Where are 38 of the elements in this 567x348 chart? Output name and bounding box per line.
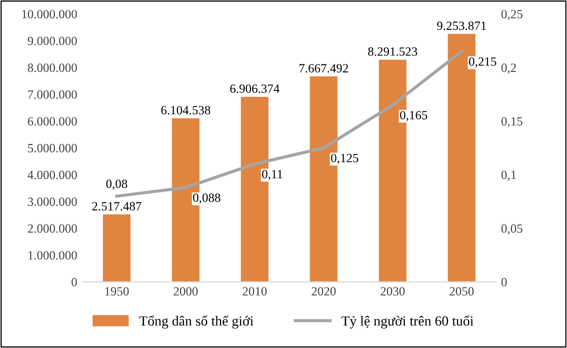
data-label: 0,08 [106, 180, 128, 190]
y-tick-label: 4.000.000 [28, 170, 77, 180]
y2-tick-label: 0,05 [501, 224, 522, 235]
legend-label: Tỷ lệ người trên 60 tuổi [341, 315, 474, 329]
y2-tick-label: 0 [501, 278, 507, 286]
data-label: 7.667.492 [299, 64, 348, 73]
data-label: 6.104.538 [161, 106, 210, 114]
y-tick-label: 9.000.000 [28, 36, 77, 46]
legend-label: Tổng dân số thế giới [139, 315, 254, 329]
y2-tick-label: 0,1 [501, 170, 516, 181]
y-tick-label: 0 [72, 278, 77, 286]
x-tick-label: 2000 [174, 287, 198, 296]
data-label: 0,165 [400, 110, 428, 122]
data-label: 0,215 [469, 57, 496, 68]
y-tick-label: 5.000.000 [28, 144, 77, 152]
y2-tick-label: 0,2 [501, 64, 516, 74]
data-label: 6.906.374 [230, 84, 280, 93]
data-label: 2.517.487 [92, 202, 142, 211]
y2-tick-label: 0,25 [501, 10, 522, 20]
y-tick-label: 3.000.000 [28, 198, 77, 206]
data-label: 8.291.523 [368, 47, 418, 56]
y-tick-label: 7.000.000 [28, 90, 77, 99]
x-tick-label: 2020 [312, 287, 336, 296]
bar [102, 214, 131, 282]
x-tick-label: 1950 [105, 287, 129, 296]
data-label: 0,11 [262, 170, 282, 180]
x-tick-label: 2030 [380, 287, 405, 296]
data-label: 0,088 [193, 193, 220, 204]
data-label: 0,125 [331, 154, 358, 164]
y-tick-label: 6.000.000 [28, 117, 77, 126]
y-tick-label: 1.000.000 [28, 251, 77, 260]
y-tick-label: 2.000.000 [28, 224, 77, 233]
y-tick-label: 10.000.000 [22, 10, 77, 18]
data-label: 9.253.871 [437, 22, 486, 30]
y-tick-label: 8.000.000 [28, 64, 77, 72]
y2-tick-label: 0,15 [501, 117, 522, 128]
x-tick-label: 2010 [242, 287, 267, 296]
x-tick-label: 2050 [450, 287, 474, 296]
